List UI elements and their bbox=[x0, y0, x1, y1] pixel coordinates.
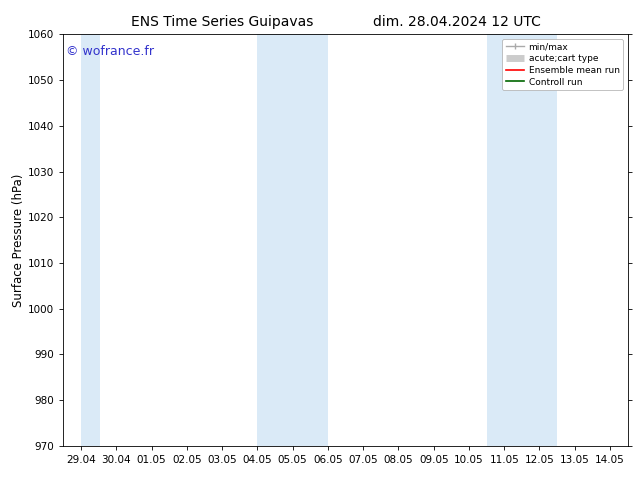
Y-axis label: Surface Pressure (hPa): Surface Pressure (hPa) bbox=[12, 173, 25, 307]
Text: dim. 28.04.2024 12 UTC: dim. 28.04.2024 12 UTC bbox=[373, 15, 540, 29]
Legend: min/max, acute;cart type, Ensemble mean run, Controll run: min/max, acute;cart type, Ensemble mean … bbox=[502, 39, 623, 90]
Text: © wofrance.fr: © wofrance.fr bbox=[66, 45, 154, 58]
Bar bbox=[487, 34, 557, 446]
Bar bbox=[81, 34, 100, 446]
Bar bbox=[257, 34, 328, 446]
Text: ENS Time Series Guipavas: ENS Time Series Guipavas bbox=[131, 15, 313, 29]
